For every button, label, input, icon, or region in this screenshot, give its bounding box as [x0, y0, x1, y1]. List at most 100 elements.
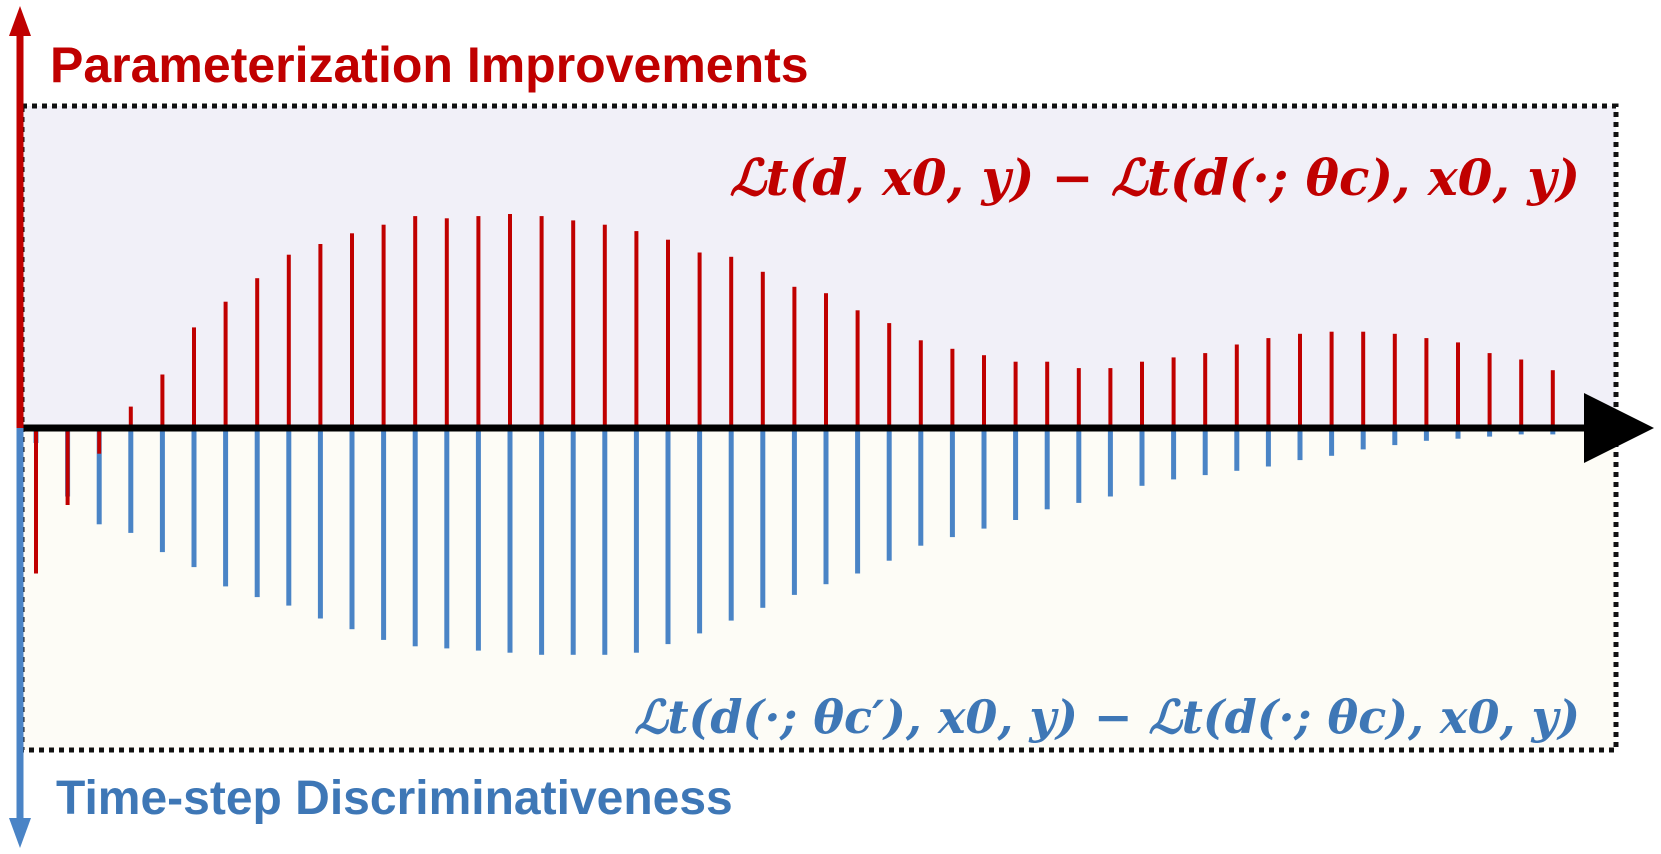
blue-bar-13: [444, 428, 450, 649]
blue-bar-14: [475, 428, 481, 651]
blue-bar-44: [1423, 428, 1429, 441]
bottom-axis-label: Time-step Discriminativeness: [56, 772, 733, 825]
blue-bar-42: [1360, 428, 1366, 450]
red-bar-2: [97, 428, 102, 454]
red-bar-43: [1392, 333, 1397, 428]
red-bar-45: [1456, 342, 1460, 428]
blue-bar-19: [633, 428, 639, 653]
blue-bar-43: [1392, 428, 1398, 446]
blue-bar-12: [412, 428, 418, 647]
red-bar-20: [666, 239, 670, 428]
blue-bar-38: [1234, 428, 1240, 471]
blue-bar-25: [823, 428, 829, 585]
blue-bar-30: [981, 428, 987, 529]
blue-bar-11: [381, 428, 387, 640]
red-bar-37: [1203, 353, 1208, 428]
red-bar-42: [1361, 331, 1366, 428]
red-bar-21: [697, 252, 702, 428]
red-bar-46: [1487, 353, 1492, 428]
red-bar-9: [318, 244, 323, 428]
red-bar-48: [1550, 370, 1555, 428]
top-formula: ℒt(d, x0, y) − ℒt(d(·; θc), x0, y): [730, 148, 1580, 207]
top-axis-label: Parameterization Improvements: [50, 37, 809, 93]
red-bar-7: [255, 278, 260, 428]
down-arrow-icon: [9, 818, 31, 848]
blue-bar-37: [1202, 428, 1208, 476]
red-bar-25: [824, 293, 828, 428]
blue-bar-27: [886, 428, 892, 561]
blue-bar-17: [570, 428, 576, 655]
red-bar-35: [1140, 361, 1144, 428]
blue-bar-41: [1329, 428, 1335, 456]
red-bar-14: [476, 216, 481, 428]
blue-bar-9: [317, 428, 323, 619]
blue-bar-7: [254, 428, 260, 598]
blue-bar-45: [1455, 428, 1461, 439]
red-bar-27: [887, 323, 892, 428]
red-bar-24: [792, 286, 797, 428]
blue-bar-8: [286, 428, 292, 606]
red-bar-30: [982, 355, 986, 428]
red-bar-5: [192, 327, 196, 428]
red-bar-39: [1266, 338, 1271, 428]
blue-bar-5: [191, 428, 197, 568]
red-bar-17: [571, 220, 576, 428]
blue-bar-35: [1139, 428, 1145, 486]
blue-bar-34: [1107, 428, 1113, 497]
blue-bar-29: [949, 428, 955, 538]
red-bar-34: [1108, 368, 1113, 428]
red-bar-26: [855, 310, 860, 428]
blue-bar-15: [507, 428, 513, 653]
blue-bar-10: [349, 428, 355, 630]
blue-bar-6: [223, 428, 229, 587]
up-arrow-icon: [9, 6, 31, 36]
red-bar-22: [729, 256, 734, 428]
blue-bar-21: [697, 428, 703, 634]
red-bar-0: [34, 428, 38, 574]
blue-bar-24: [791, 428, 797, 595]
red-bar-33: [1076, 368, 1081, 428]
blue-bar-36: [1171, 428, 1177, 480]
blue-bar-18: [602, 428, 608, 655]
red-bar-41: [1329, 331, 1334, 428]
red-bar-13: [444, 218, 449, 428]
blue-bar-2: [96, 428, 102, 525]
red-bar-15: [508, 214, 512, 428]
blue-bar-26: [855, 428, 861, 574]
red-bar-18: [602, 224, 607, 428]
red-bar-11: [381, 224, 386, 428]
red-bar-47: [1519, 359, 1524, 428]
red-bar-40: [1298, 333, 1302, 428]
red-bar-31: [1013, 361, 1018, 428]
red-bar-10: [350, 233, 354, 428]
blue-bar-31: [1013, 428, 1019, 520]
red-bar-36: [1171, 357, 1176, 428]
red-bar-6: [223, 301, 228, 428]
blue-bar-4: [159, 428, 165, 553]
red-bar-29: [950, 348, 955, 428]
blue-bar-28: [918, 428, 924, 546]
red-bar-16: [539, 216, 544, 428]
blue-bar-33: [1076, 428, 1082, 503]
red-bar-23: [760, 271, 765, 428]
red-bar-44: [1424, 338, 1429, 428]
blue-bar-46: [1487, 428, 1493, 437]
red-bar-4: [160, 374, 165, 428]
red-bar-28: [918, 340, 923, 428]
red-bar-19: [634, 231, 639, 428]
blue-bar-32: [1044, 428, 1050, 510]
blue-bar-16: [539, 428, 545, 655]
blue-bar-20: [665, 428, 671, 645]
blue-bar-22: [728, 428, 734, 621]
red-bar-3: [128, 406, 133, 428]
blue-bar-40: [1297, 428, 1303, 461]
red-bar-38: [1234, 344, 1239, 428]
blue-bar-23: [760, 428, 766, 608]
red-bar-32: [1045, 361, 1050, 428]
red-bar-12: [413, 216, 418, 428]
blue-bar-3: [128, 428, 134, 533]
red-bar-1: [65, 428, 70, 505]
red-bar-8: [286, 254, 291, 428]
bottom-formula: ℒt(d(·; θc′), x0, y) − ℒt(d(·; θc), x0, …: [634, 690, 1580, 744]
